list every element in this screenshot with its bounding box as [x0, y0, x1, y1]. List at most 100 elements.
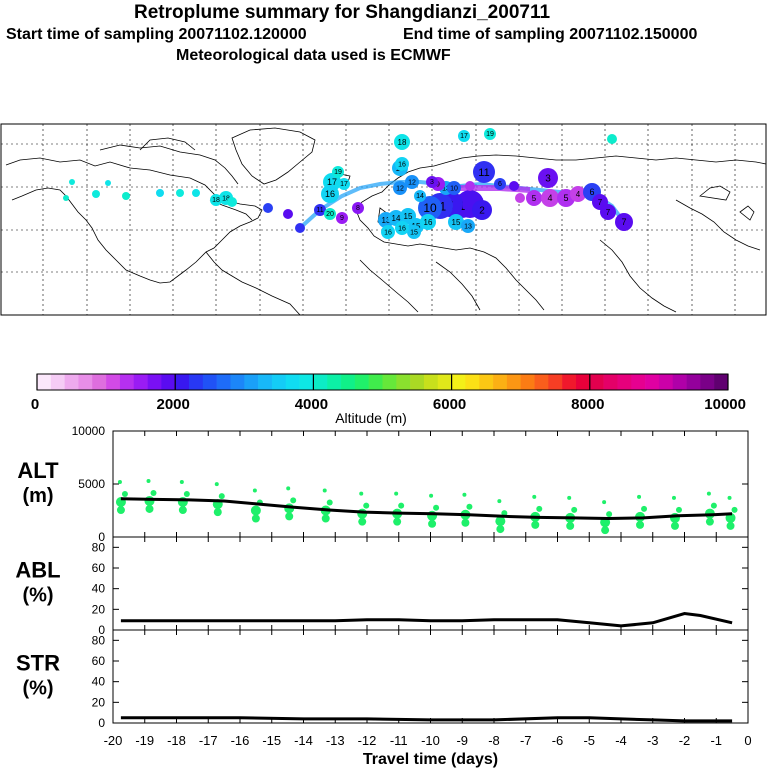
x-tick-label: -2	[679, 733, 691, 748]
cluster-dot	[509, 181, 519, 191]
alt-cluster-point	[320, 488, 333, 523]
colorbar-swatch	[700, 374, 715, 390]
chart-title: Retroplume summary for Shangdianzi_20071…	[134, 2, 551, 23]
panel-abl: 0 20 40 60 80 ABL(%)	[15, 536, 749, 637]
alt-dot	[146, 478, 151, 483]
alt-dot	[462, 492, 467, 497]
plume-cluster-marker	[105, 180, 111, 186]
colorbar-swatch	[354, 374, 369, 390]
colorbar-tick-label: 8000	[571, 396, 604, 413]
alt-cluster-point	[565, 495, 578, 530]
cluster-label: 11	[316, 207, 323, 214]
colorbar-swatch	[299, 374, 314, 390]
x-tick-label: -13	[326, 733, 345, 748]
y-tick-label: 0	[98, 716, 105, 730]
alt-cluster-point	[460, 492, 473, 527]
x-tick-label: -6	[552, 733, 564, 748]
colorbar-swatch	[285, 374, 300, 390]
alt-dot	[466, 503, 473, 510]
alt-dot	[398, 502, 405, 509]
alt-cluster-point	[392, 491, 405, 526]
alt-dot	[725, 512, 736, 523]
alt-dot	[731, 506, 738, 513]
cluster-dot	[418, 196, 442, 220]
plume-cluster-marker: 15	[407, 225, 421, 239]
x-tick-label: -8	[488, 733, 500, 748]
colorbar-swatch	[147, 374, 162, 390]
cluster-label: 18	[212, 197, 220, 204]
plume-cluster-marker: 3	[426, 176, 438, 188]
colorbar-swatch	[327, 374, 342, 390]
colorbar-swatch	[341, 374, 356, 390]
alt-cluster-point	[177, 480, 190, 515]
cluster-dot	[472, 200, 492, 220]
y-tick-label: 5000	[78, 477, 105, 491]
plume-cluster-marker: 14	[414, 190, 426, 202]
colorbar-swatch	[631, 374, 646, 390]
colorbar-swatch	[244, 374, 259, 390]
plume-cluster-marker: 12	[405, 175, 419, 189]
plume-cluster-marker: 9	[336, 212, 348, 224]
x-tick-label: -7	[520, 733, 532, 748]
alt-dot	[321, 514, 330, 523]
cluster-dot	[338, 178, 350, 190]
y-tick-label: 40	[92, 582, 106, 596]
colorbar-swatch	[64, 374, 79, 390]
colorbar-tick-label: 0	[31, 396, 39, 413]
colorbar-swatch	[479, 374, 494, 390]
cluster-dot	[447, 181, 461, 195]
plume-cluster-markers: 1122111011354546777891113141515161513121…	[63, 128, 633, 239]
cluster-label: 8	[356, 205, 360, 212]
cluster-label: 11	[478, 167, 489, 179]
alt-dot	[566, 521, 575, 530]
colorbar-swatch	[520, 374, 535, 390]
cluster-label: 12	[408, 179, 416, 186]
alt-dot	[571, 506, 578, 513]
colorbar-swatch	[589, 374, 604, 390]
cluster-label: 7	[621, 217, 626, 227]
cluster-dot	[336, 212, 348, 224]
alt-dot	[670, 521, 679, 530]
cluster-dot	[395, 157, 409, 171]
coast-south-asia	[599, 239, 677, 313]
cluster-dot	[69, 179, 75, 185]
cluster-dot	[332, 166, 344, 178]
alt-dot	[178, 506, 187, 515]
alt-dot	[636, 520, 645, 529]
cluster-label: 15	[410, 229, 418, 236]
cluster-label: 15	[404, 212, 413, 221]
alt-cluster-point	[144, 478, 157, 513]
plume-cluster-marker	[283, 209, 293, 219]
cluster-label: 17	[327, 177, 337, 187]
alt-dot	[286, 486, 291, 491]
y-tick-label: 0	[98, 530, 105, 544]
colorbar-swatch	[313, 374, 328, 390]
cluster-label: 20	[326, 211, 334, 218]
cluster-label: 15	[452, 218, 461, 227]
alt-dot	[214, 482, 219, 487]
alt-dot	[536, 505, 543, 512]
alt-dot	[496, 525, 505, 534]
colorbar-swatch	[548, 374, 563, 390]
cluster-dot	[465, 181, 475, 191]
colorbar-swatch	[423, 374, 439, 390]
alt-dot	[606, 511, 613, 518]
x-tick-label: -12	[358, 733, 377, 748]
alt-dot	[183, 491, 190, 498]
plume-cluster-marker: 4	[570, 186, 586, 202]
cluster-label: 17	[340, 181, 348, 188]
y-tick-label: 10000	[72, 424, 106, 438]
coast-central-america	[205, 251, 301, 316]
alt-dot	[637, 494, 642, 499]
cluster-label: 3	[430, 179, 434, 186]
altitude-colorbar: 0 2000 4000 6000 8000 10000 Altitude (m)	[31, 373, 746, 426]
alt-dot	[497, 499, 502, 504]
plume-cluster-marker: 17	[338, 178, 350, 190]
cluster-dot	[381, 225, 395, 239]
alt-dot	[145, 504, 154, 513]
alt-dot	[532, 494, 537, 499]
colorbar-swatch	[230, 374, 245, 390]
plume-cluster-marker: 18	[394, 134, 410, 150]
x-tick-label: -1	[710, 733, 722, 748]
